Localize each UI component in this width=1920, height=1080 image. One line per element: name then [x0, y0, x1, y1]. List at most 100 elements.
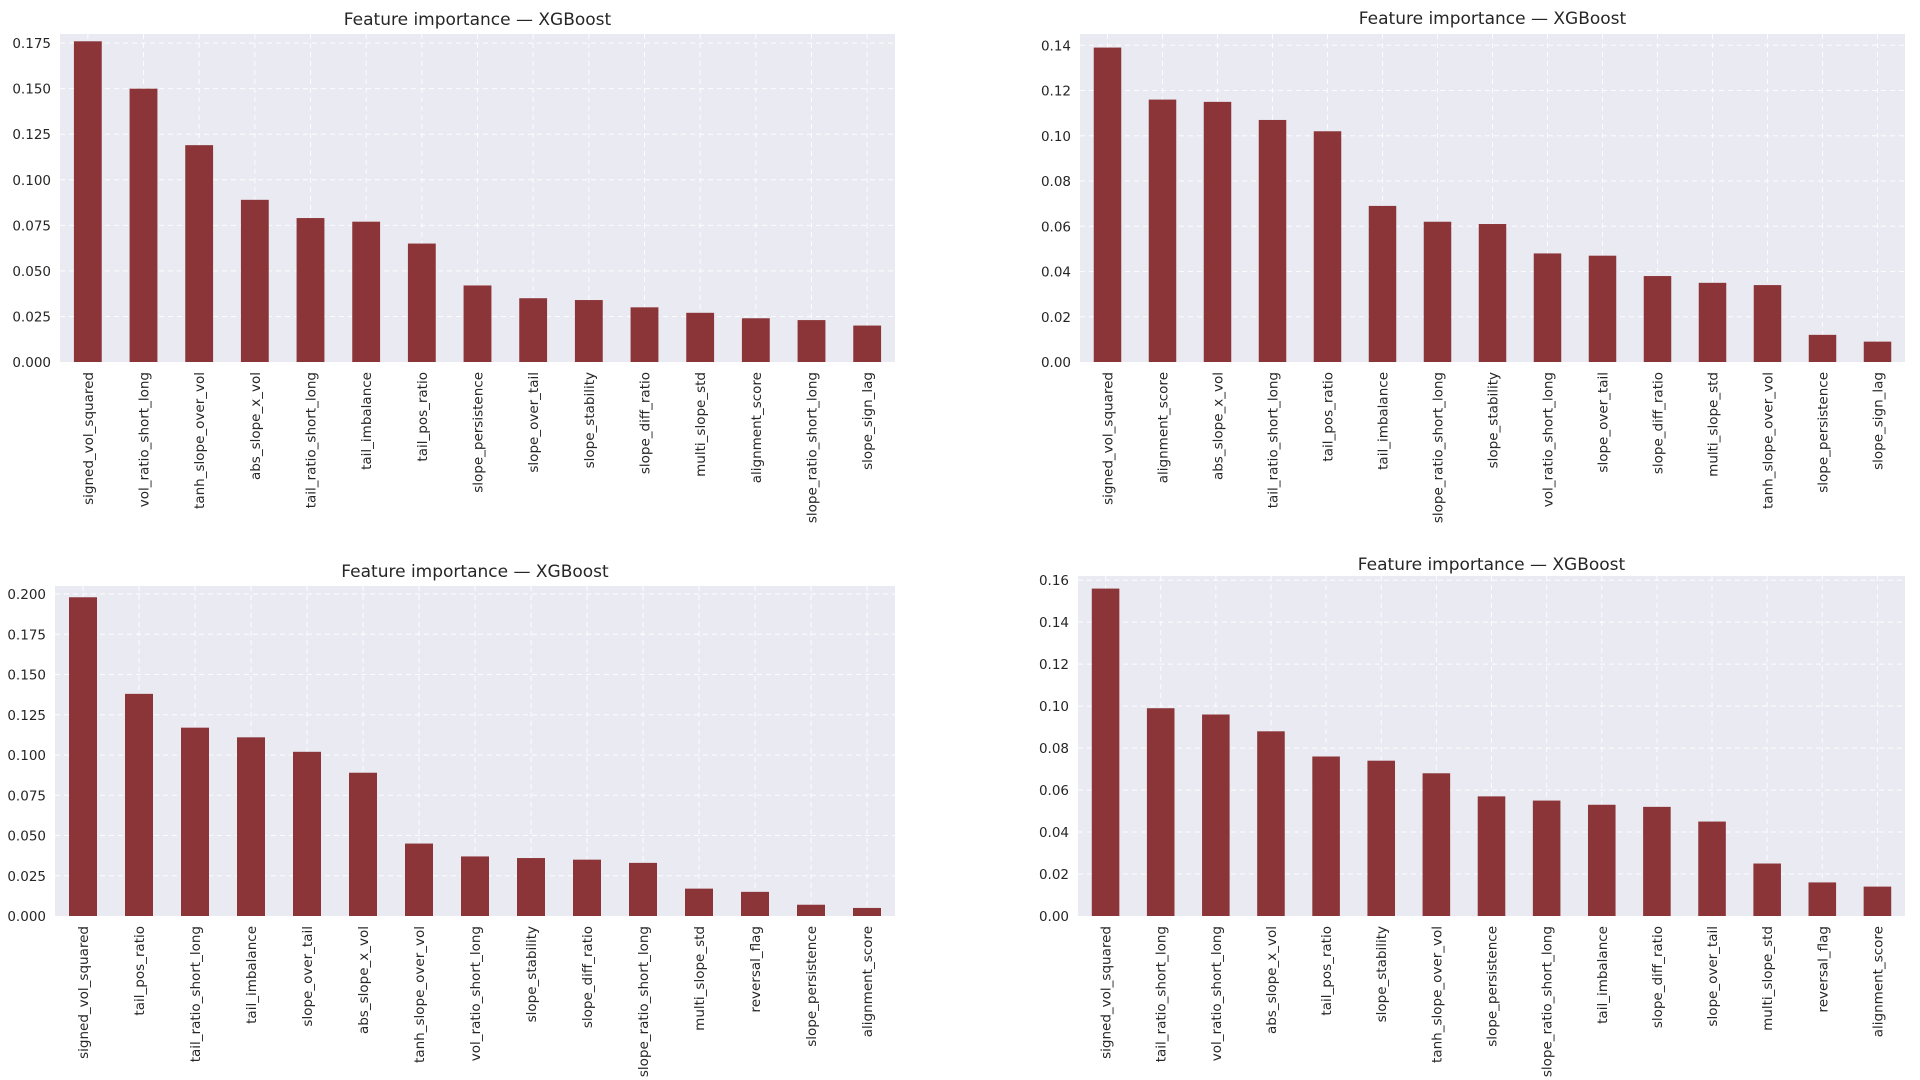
- x-tick-label: tail_ratio_short_long: [188, 926, 204, 1062]
- x-tick-label: slope_diff_ratio: [1650, 926, 1666, 1028]
- bar-slope-sign-lag: [1863, 341, 1892, 362]
- x-tick-label: signed_vol_squared: [76, 926, 92, 1059]
- bar-slope-over-tail: [519, 298, 548, 362]
- y-tick-label: 0.075: [12, 218, 51, 234]
- chart-bottom-left: Feature importance — XGBoost 0.000 0.025 0.…: [7, 562, 895, 1077]
- bar-signed-vol-squared: [69, 597, 97, 916]
- x-tick-label: slope_stability: [1374, 926, 1390, 1022]
- x-tick-label: reversal_flag: [748, 926, 764, 1013]
- chart-title: Feature importance — XGBoost: [344, 10, 612, 30]
- y-tick-label: 0.08: [1039, 741, 1069, 757]
- x-tick-label: signed_vol_squared: [81, 372, 97, 505]
- bar-signed-vol-squared: [1091, 588, 1120, 916]
- x-tick-label: tail_pos_ratio: [415, 372, 431, 462]
- bar-abs-slope-x-vol: [1203, 101, 1232, 363]
- bar-tanh-slope-over-vol: [185, 145, 214, 362]
- bar-tail-ratio-short-long: [181, 727, 209, 916]
- bar-vol-ratio-short-long: [1533, 253, 1562, 362]
- x-tick-label: slope_diff_ratio: [1651, 372, 1667, 474]
- bar-signed-vol-squared: [73, 41, 102, 363]
- bar-multi-slope-std: [1698, 282, 1727, 362]
- x-tick-label: abs_slope_x_vol: [1211, 372, 1227, 480]
- y-tick-label: 0.10: [1039, 699, 1069, 715]
- x-tick-label: vol_ratio_short_long: [137, 372, 153, 507]
- x-tick-label: slope_stability: [1486, 372, 1502, 468]
- bar-multi-slope-std: [1753, 863, 1781, 916]
- y-tick-label: 0.08: [1041, 174, 1071, 190]
- x-tick-label: multi_slope_std: [692, 926, 708, 1031]
- bar-tail-pos-ratio: [125, 693, 153, 916]
- bar-tail-ratio-short-long: [1146, 708, 1175, 916]
- y-tick-label: 0.100: [7, 748, 46, 764]
- bar-slope-ratio-short-long: [1423, 221, 1452, 362]
- y-tick-label: 0.14: [1039, 615, 1069, 631]
- y-tick-label: 0.200: [7, 587, 46, 603]
- bar-slope-stability: [517, 858, 545, 916]
- bar-tanh-slope-over-vol: [1422, 773, 1451, 916]
- chart-top-left: Feature importance — XGBoost 0.000 0.025 0.…: [12, 10, 895, 523]
- y-tick-label: 0.175: [7, 627, 46, 643]
- bar-slope-diff-ratio: [573, 859, 601, 916]
- x-tick-label: slope_stability: [582, 372, 598, 468]
- x-tick-label: slope_over_tail: [1705, 926, 1721, 1027]
- bar-tail-ratio-short-long: [1258, 119, 1287, 362]
- x-tick-label: abs_slope_x_vol: [248, 372, 264, 480]
- y-tick-label: 0.06: [1039, 783, 1069, 799]
- bar-alignment-score: [853, 907, 881, 916]
- x-tick-label: reversal_flag: [1815, 926, 1831, 1013]
- y-tick-label: 0.12: [1039, 657, 1069, 673]
- x-tick-label: slope_ratio_short_long: [636, 926, 652, 1077]
- x-tick-label: alignment_score: [1156, 372, 1172, 483]
- y-tick-label: 0.175: [12, 36, 51, 52]
- y-tick-label: 0.125: [12, 127, 51, 143]
- y-tick-label: 0.000: [7, 909, 46, 925]
- x-tick-label: tanh_slope_over_vol: [1429, 926, 1445, 1063]
- x-tick-label: tanh_slope_over_vol: [1761, 372, 1777, 509]
- bar-slope-persistence: [1477, 796, 1506, 916]
- bar-abs-slope-x-vol: [349, 772, 377, 916]
- x-tick-label: abs_slope_x_vol: [1264, 926, 1280, 1034]
- x-tick-label: abs_slope_x_vol: [356, 926, 372, 1034]
- y-tick-label: 0.02: [1039, 867, 1069, 883]
- x-tick-label: signed_vol_squared: [1101, 372, 1117, 505]
- bar-slope-persistence: [463, 285, 492, 362]
- bar-tail-pos-ratio: [1313, 131, 1342, 362]
- bar-alignment-score: [741, 318, 770, 362]
- bar-slope-over-tail: [1588, 255, 1617, 362]
- x-tick-label: alignment_score: [1870, 926, 1886, 1037]
- y-tick-label: 0.00: [1041, 355, 1071, 371]
- y-tick-label: 0.04: [1039, 825, 1069, 841]
- y-tick-label: 0.050: [7, 829, 46, 845]
- x-tick-label: tail_imbalance: [359, 372, 375, 470]
- x-tick-label: tail_ratio_short_long: [304, 372, 320, 508]
- x-tick-label: vol_ratio_short_long: [1541, 372, 1557, 507]
- x-tick-label: signed_vol_squared: [1099, 926, 1115, 1059]
- bar-slope-diff-ratio: [1643, 276, 1672, 362]
- bar-abs-slope-x-vol: [240, 199, 269, 362]
- bar-slope-persistence: [1808, 334, 1837, 362]
- x-tick-label: tail_ratio_short_long: [1154, 926, 1170, 1062]
- y-tick-label: 0.050: [12, 264, 51, 280]
- bar-vol-ratio-short-long: [461, 856, 489, 916]
- x-tick-label: tail_ratio_short_long: [1266, 372, 1282, 508]
- x-tick-label: tanh_slope_over_vol: [412, 926, 428, 1063]
- y-tick-label: 0.10: [1041, 129, 1071, 145]
- x-tick-label: vol_ratio_short_long: [468, 926, 484, 1061]
- bar-reversal-flag: [741, 891, 769, 916]
- x-tick-label: alignment_score: [860, 926, 876, 1037]
- y-tick-label: 0.04: [1041, 265, 1071, 281]
- y-tick-label: 0.150: [12, 82, 51, 98]
- y-tick-label: 0.14: [1041, 38, 1071, 54]
- chart-top-right: Feature importance — XGBoost 0.00 0.02 0.04…: [1041, 9, 1905, 523]
- bar-tail-pos-ratio: [1312, 756, 1340, 916]
- chart-title: Feature importance — XGBoost: [1359, 9, 1627, 29]
- x-tick-label: slope_over_tail: [300, 926, 316, 1027]
- x-tick-label: vol_ratio_short_long: [1209, 926, 1225, 1061]
- x-tick-label: slope_stability: [524, 926, 540, 1022]
- chart-bottom-right: Feature importance — XGBoost 0.00 0.02 0.04…: [1039, 555, 1905, 1077]
- y-tick-label: 0.12: [1041, 84, 1071, 100]
- bar-slope-stability: [574, 300, 603, 362]
- bar-slope-over-tail: [293, 751, 321, 916]
- y-tick-label: 0.00: [1039, 909, 1069, 925]
